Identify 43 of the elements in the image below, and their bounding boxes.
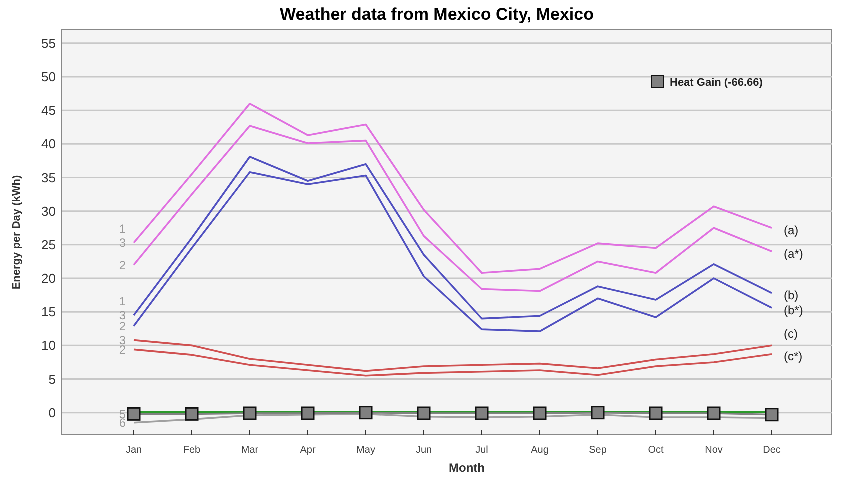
line-series [133, 125, 773, 292]
x-tick-label: Jan [126, 445, 142, 456]
x-tick-label: Jun [416, 445, 432, 456]
y-tick-label: 15 [42, 304, 56, 320]
x-tick-label: Sep [589, 445, 608, 456]
y-tick-label: 55 [42, 36, 56, 51]
legend-label: Heat Gain (-66.66) [670, 76, 764, 89]
x-tick-label: Dec [763, 445, 781, 456]
y-tick-label: 10 [42, 338, 56, 354]
x-tick-label: Feb [183, 445, 202, 456]
annotation: (b*) [784, 303, 804, 318]
annotation: 3 [119, 236, 126, 250]
x-tick-label: May [356, 445, 376, 456]
y-tick-label: 30 [42, 204, 56, 219]
x-tick-label: Oct [648, 445, 664, 456]
y-tick-label: 40 [42, 136, 56, 152]
line-series [133, 102, 773, 274]
chart-title: Weather data from Mexico City, Mexico [280, 5, 594, 24]
annotation: 1 [119, 222, 126, 236]
x-tick-label: Apr [300, 445, 316, 456]
y-tick-label: 25 [42, 237, 56, 252]
y-tick-label: 5 [48, 372, 56, 387]
annotation: 1 [119, 294, 126, 309]
x-tick-label: Aug [531, 445, 549, 456]
y-tick-label: 50 [42, 70, 56, 85]
y-tick-label: 45 [42, 103, 56, 118]
x-tick-label: Nov [705, 445, 723, 456]
annotation: 2 [119, 258, 126, 272]
line-series [133, 348, 773, 377]
y-tick-label: 20 [42, 271, 56, 286]
annotation: (a*) [784, 246, 804, 261]
annotation: 3 [119, 334, 126, 348]
y-tick-label: 0 [48, 405, 56, 420]
x-tick-label: Mar [241, 445, 260, 456]
y-tick-label: 35 [42, 170, 56, 186]
x-tick-label: Jul [476, 445, 488, 456]
annotation: (a) [784, 223, 799, 238]
annotation: (c*) [784, 350, 803, 364]
y-axis-title: Energy per Day (kWh) [11, 175, 23, 290]
annotation: (b) [784, 288, 799, 302]
annotation: (c) [784, 326, 798, 341]
x-axis-title: Month [449, 461, 485, 475]
line-series [133, 339, 773, 372]
